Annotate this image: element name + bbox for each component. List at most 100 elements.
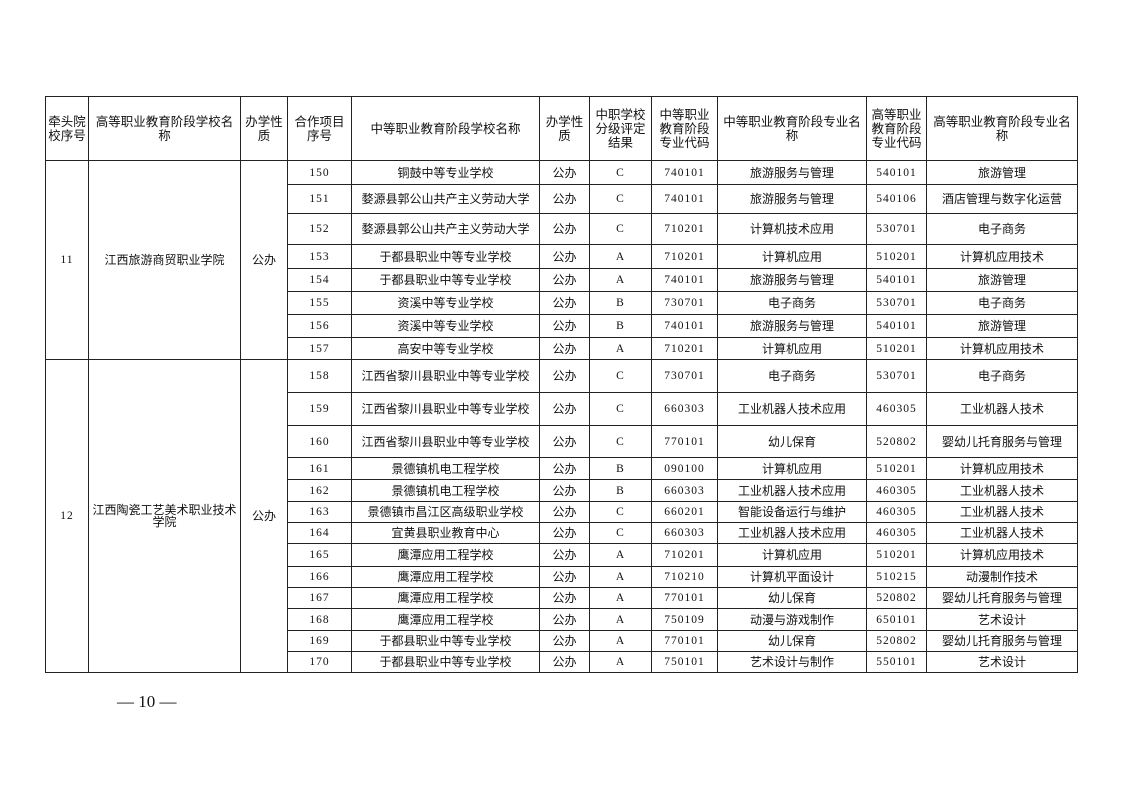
secondary-major-code: 090100: [651, 457, 718, 480]
secondary-major-code: 770101: [651, 425, 718, 458]
project-number: 159: [287, 392, 352, 426]
secondary-major-code: 710201: [651, 543, 718, 567]
secondary-major-code: 770101: [651, 587, 718, 609]
secondary-school-name: 铜鼓中等专业学校: [351, 160, 540, 185]
table-row: 152 婺源县郭公山共产主义劳动大学 公办 C 710201 计算机技术应用 530701 电…: [46, 213, 1078, 245]
secondary-major-name: 计算机技术应用: [717, 213, 867, 245]
higher-major-code: 530701: [866, 291, 927, 315]
table-row: 162 景德镇机电工程学校 公办 B 660303 工业机器人技术应用 460305 工业机器…: [46, 479, 1078, 502]
project-number: 156: [287, 314, 352, 338]
secondary-school-nature: 公办: [539, 651, 590, 673]
secondary-major-name: 旅游服务与管理: [717, 268, 867, 292]
higher-major-name: 旅游管理: [926, 314, 1078, 338]
secondary-major-name: 动漫与游戏制作: [717, 608, 867, 631]
higher-major-code: 460305: [866, 501, 927, 523]
higher-major-code: 510215: [866, 566, 927, 588]
grade-result: A: [589, 543, 652, 567]
secondary-school-nature: 公办: [539, 244, 590, 269]
project-number: 155: [287, 291, 352, 315]
higher-major-name: 婴幼儿托育服务与管理: [926, 587, 1078, 609]
secondary-school-name: 资溪中等专业学校: [351, 291, 540, 315]
table-row: 12 江西陶瓷工艺美术职业技术学院 公办 158 江西省黎川县职业中等专业学校 公办 C 73…: [45, 359, 1078, 673]
higher-major-name: 工业机器人技术: [926, 522, 1078, 544]
project-number: 150: [287, 160, 352, 185]
grade-result: A: [589, 337, 652, 360]
project-number: 158: [287, 359, 352, 393]
higher-school-name: 江西旅游商贸职业学院: [88, 160, 241, 360]
table-row: 151 婺源县郭公山共产主义劳动大学 公办 C 740101 旅游服务与管理 540106 酒…: [46, 184, 1078, 214]
higher-major-name: 动漫制作技术: [926, 566, 1078, 588]
secondary-school-nature: 公办: [539, 566, 590, 588]
secondary-major-code: 730701: [651, 291, 718, 315]
secondary-major-code: 710201: [651, 213, 718, 245]
secondary-major-name: 旅游服务与管理: [717, 160, 867, 185]
secondary-school-name: 资溪中等专业学校: [351, 314, 540, 338]
grade-result: A: [589, 651, 652, 673]
grade-result: C: [589, 501, 652, 523]
table-row: 155 资溪中等专业学校 公办 B 730701 电子商务 530701 电子商务: [46, 291, 1078, 315]
project-number: 167: [287, 587, 352, 609]
secondary-school-name: 婺源县郭公山共产主义劳动大学: [351, 184, 540, 214]
secondary-major-code: 710210: [651, 566, 718, 588]
higher-school-nature: 公办: [240, 359, 288, 673]
secondary-school-name: 婺源县郭公山共产主义劳动大学: [351, 213, 540, 245]
higher-major-code: 510201: [866, 543, 927, 567]
secondary-school-nature: 公办: [539, 501, 590, 523]
secondary-major-name: 智能设备运行与维护: [717, 501, 867, 523]
secondary-school-nature: 公办: [539, 457, 590, 480]
page-number: — 10 —: [117, 692, 177, 711]
secondary-school-name: 鹰潭应用工程学校: [351, 608, 540, 631]
secondary-school-name: 宜黄县职业教育中心: [351, 522, 540, 544]
secondary-major-name: 幼儿保育: [717, 587, 867, 609]
table-row: 153 于都县职业中等专业学校 公办 A 710201 计算机应用 510201 计算机应用技…: [46, 244, 1078, 269]
secondary-major-code: 750109: [651, 608, 718, 631]
secondary-school-name: 江西省黎川县职业中等专业学校: [351, 425, 540, 458]
secondary-major-code: 710201: [651, 244, 718, 269]
secondary-major-name: 幼儿保育: [717, 425, 867, 458]
project-number: 153: [287, 244, 352, 269]
higher-major-code: 520802: [866, 587, 927, 609]
secondary-school-name: 鹰潭应用工程学校: [351, 566, 540, 588]
secondary-school-nature: 公办: [539, 337, 590, 360]
secondary-major-name: 艺术设计与制作: [717, 651, 867, 673]
secondary-major-name: 工业机器人技术应用: [717, 392, 867, 426]
project-number: 170: [287, 651, 352, 673]
project-number: 168: [287, 608, 352, 631]
higher-major-code: 530701: [866, 213, 927, 245]
project-number: 162: [287, 479, 352, 502]
grade-result: A: [589, 244, 652, 269]
secondary-major-code: 740101: [651, 160, 718, 185]
secondary-school-name: 江西省黎川县职业中等专业学校: [351, 359, 540, 393]
grade-result: A: [589, 587, 652, 609]
column-header: 牵头院校序号: [45, 96, 89, 161]
project-number: 157: [287, 337, 352, 360]
grade-result: B: [589, 479, 652, 502]
project-number: 164: [287, 522, 352, 544]
higher-major-name: 计算机应用技术: [926, 244, 1078, 269]
secondary-school-nature: 公办: [539, 630, 590, 652]
secondary-major-code: 660303: [651, 392, 718, 426]
secondary-school-name: 景德镇机电工程学校: [351, 457, 540, 480]
higher-major-name: 婴幼儿托育服务与管理: [926, 425, 1078, 458]
secondary-school-nature: 公办: [539, 392, 590, 426]
higher-major-name: 工业机器人技术: [926, 392, 1078, 426]
grade-result: A: [589, 566, 652, 588]
secondary-school-name: 于都县职业中等专业学校: [351, 244, 540, 269]
secondary-major-code: 740101: [651, 268, 718, 292]
project-number: 151: [287, 184, 352, 214]
higher-major-name: 电子商务: [926, 291, 1078, 315]
higher-major-name: 电子商务: [926, 359, 1078, 393]
secondary-school-name: 景德镇市昌江区高级职业学校: [351, 501, 540, 523]
higher-major-name: 计算机应用技术: [926, 337, 1078, 360]
higher-major-code: 540101: [866, 268, 927, 292]
secondary-major-name: 旅游服务与管理: [717, 314, 867, 338]
higher-major-code: 530701: [866, 359, 927, 393]
secondary-major-code: 660303: [651, 522, 718, 544]
secondary-major-name: 工业机器人技术应用: [717, 479, 867, 502]
secondary-school-nature: 公办: [539, 160, 590, 185]
column-header: 中职学校分级评定结果: [589, 96, 652, 161]
higher-major-name: 工业机器人技术: [926, 501, 1078, 523]
secondary-major-name: 电子商务: [717, 359, 867, 393]
table-row: 156 资溪中等专业学校 公办 B 740101 旅游服务与管理 540101 旅游管理: [46, 314, 1078, 338]
grade-result: A: [589, 268, 652, 292]
